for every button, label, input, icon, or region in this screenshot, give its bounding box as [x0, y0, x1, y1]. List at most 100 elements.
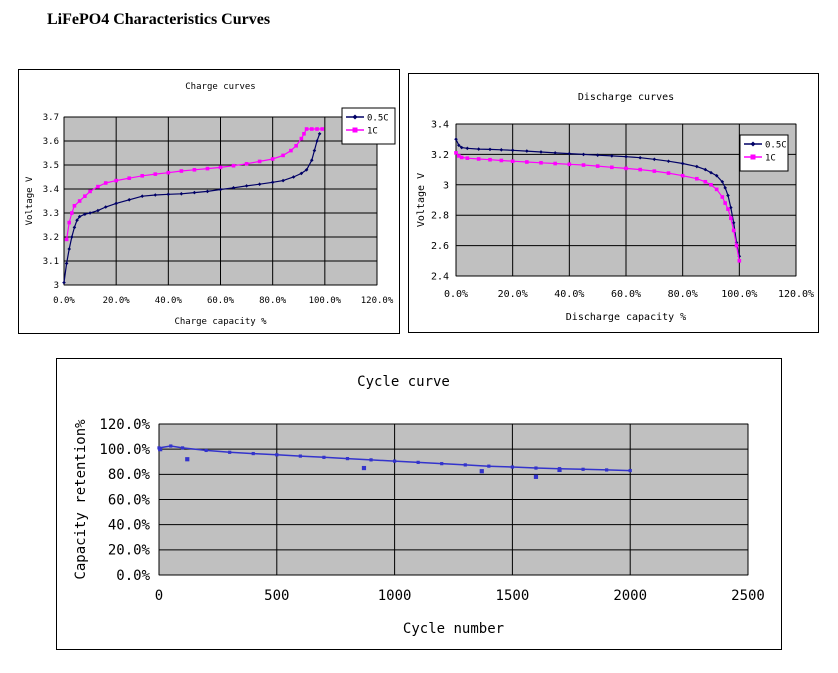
cycle-x-tick-label: 2500: [731, 588, 765, 604]
cycle-series-0: [157, 444, 632, 479]
cycle-data-point: [228, 450, 232, 454]
cycle-y-tick-label: 100.0%: [99, 442, 150, 458]
discharge-y-tick-label: 2.4: [431, 272, 449, 283]
cycle-y-axis-label: Capacity retention%: [73, 419, 89, 580]
cycle-chart-frame: Cycle curve 0.0% 20.0% 40.0% 60.0% 80.0% 100.0…: [56, 358, 782, 650]
cycle-data-point: [440, 462, 444, 466]
charge-data-point: [88, 211, 92, 215]
charge-x-axis-label: Charge capacity %: [174, 317, 267, 327]
charge-data-point: [127, 198, 132, 202]
charge-data-point: [64, 261, 69, 266]
discharge-data-point: [553, 161, 557, 166]
charge-data-point: [114, 201, 118, 206]
cycle-x-tick-label: 500: [264, 588, 289, 604]
charge-data-point: [140, 194, 145, 198]
discharge-data-point: [457, 143, 461, 148]
discharge-x-tick-label: 60.0%: [611, 289, 641, 300]
charge-data-point: [77, 214, 82, 219]
discharge-data-point: [595, 153, 600, 157]
discharge-data-point: [723, 186, 727, 190]
charge-data-point: [244, 184, 249, 188]
cycle-y-tick-label: 40.0%: [108, 518, 151, 534]
charge-data-point: [70, 211, 74, 215]
discharge-data-point: [737, 259, 742, 263]
cycle-outlier-point: [185, 457, 190, 462]
discharge-x-tick-label: 20.0%: [498, 289, 528, 300]
discharge-y-tick-label: 3.4: [431, 120, 449, 131]
discharge-chart-title: Discharge curves: [578, 92, 674, 103]
charge-data-point: [127, 176, 132, 180]
charge-data-point: [192, 190, 197, 195]
cycle-data-point: [534, 466, 538, 470]
discharge-data-point: [638, 155, 642, 160]
discharge-y-tick-label: 2.8: [431, 211, 449, 222]
cycle-data-point: [298, 454, 302, 458]
cycle-x-tick-label: 0: [155, 588, 163, 604]
cycle-y-tick-label: 0.0%: [116, 568, 150, 584]
charge-y-tick-label: 3.4: [43, 185, 59, 195]
discharge-data-point: [652, 157, 657, 162]
cycle-data-point: [251, 451, 255, 456]
cycle-data-point: [463, 463, 467, 467]
cycle-data-point: [605, 468, 609, 472]
discharge-data-point: [581, 163, 586, 167]
charge-legend-label: 0.5C: [367, 114, 389, 124]
charge-data-point: [320, 127, 325, 131]
discharge-data-point: [499, 148, 504, 152]
charge-data-point: [153, 172, 158, 176]
charge-chart-frame: Charge curves 3 3.1 3.2 3.3 3.4 3.5 3.6 3.7 0.0% 2…: [18, 69, 400, 334]
cycle-x-axis-label: Cycle number: [403, 621, 504, 637]
charge-data-point: [270, 180, 275, 185]
page-title: LiFePO4 Characteristics Curves: [47, 11, 271, 28]
cycle-y-tick-label: 20.0%: [108, 543, 151, 559]
charge-data-point: [205, 166, 210, 171]
charge-x-tick-label: 60.0%: [207, 296, 235, 306]
discharge-x-tick-label: 40.0%: [554, 289, 584, 300]
discharge-data-point: [714, 173, 719, 178]
cycle-chart-title: Cycle curve: [357, 374, 450, 390]
discharge-data-point: [720, 195, 725, 199]
cycle-data-point: [169, 444, 173, 448]
charge-data-point: [270, 157, 275, 161]
charge-data-point: [231, 163, 236, 168]
discharge-series-1C: [454, 151, 742, 263]
discharge-data-point: [680, 173, 685, 178]
charge-data-point: [77, 199, 82, 203]
charge-data-point: [88, 189, 92, 194]
discharge-legend: [739, 134, 789, 172]
charge-legend-swatch-marker: [352, 127, 358, 133]
cycle-data-point: [628, 468, 632, 473]
charge-data-point: [114, 178, 118, 183]
cycle-outlier-point: [158, 447, 163, 452]
charge-data-point: [96, 184, 100, 189]
cycle-outlier-point: [533, 474, 539, 479]
charge-series-1C: [64, 127, 325, 242]
cycle-data-point: [487, 464, 491, 468]
cycle-data-point: [322, 455, 326, 459]
charge-data-point: [257, 159, 262, 164]
charge-data-point: [166, 170, 171, 175]
discharge-legend-swatch-marker: [750, 154, 756, 160]
charge-chart-title: Charge curves: [185, 82, 255, 92]
cycle-x-tick-label: 1000: [378, 588, 412, 604]
charge-data-point: [302, 132, 306, 136]
discharge-data-point: [638, 167, 642, 172]
discharge-data-point: [729, 205, 733, 210]
discharge-data-point: [723, 201, 727, 205]
discharge-data-point: [539, 160, 543, 165]
discharge-data-point: [525, 160, 529, 164]
charge-y-tick-label: 3.5: [43, 161, 59, 171]
charge-data-point: [64, 237, 69, 242]
charge-data-point: [67, 247, 72, 251]
charge-data-point: [83, 194, 87, 198]
discharge-data-point: [624, 166, 628, 171]
discharge-legend-label: 0.5C: [765, 141, 787, 151]
discharge-y-tick-label: 3: [443, 180, 449, 191]
cycle-data-point: [345, 457, 350, 461]
cycle-outlier-point: [479, 469, 484, 474]
charge-chart: Charge curves 3 3.1 3.2 3.3 3.4 3.5 3.6 3.7 0.0% 2…: [25, 82, 396, 327]
charge-data-point: [244, 162, 249, 166]
charge-y-tick-label: 3.7: [43, 113, 59, 123]
charge-data-point: [291, 175, 296, 179]
discharge-data-point: [567, 162, 572, 167]
